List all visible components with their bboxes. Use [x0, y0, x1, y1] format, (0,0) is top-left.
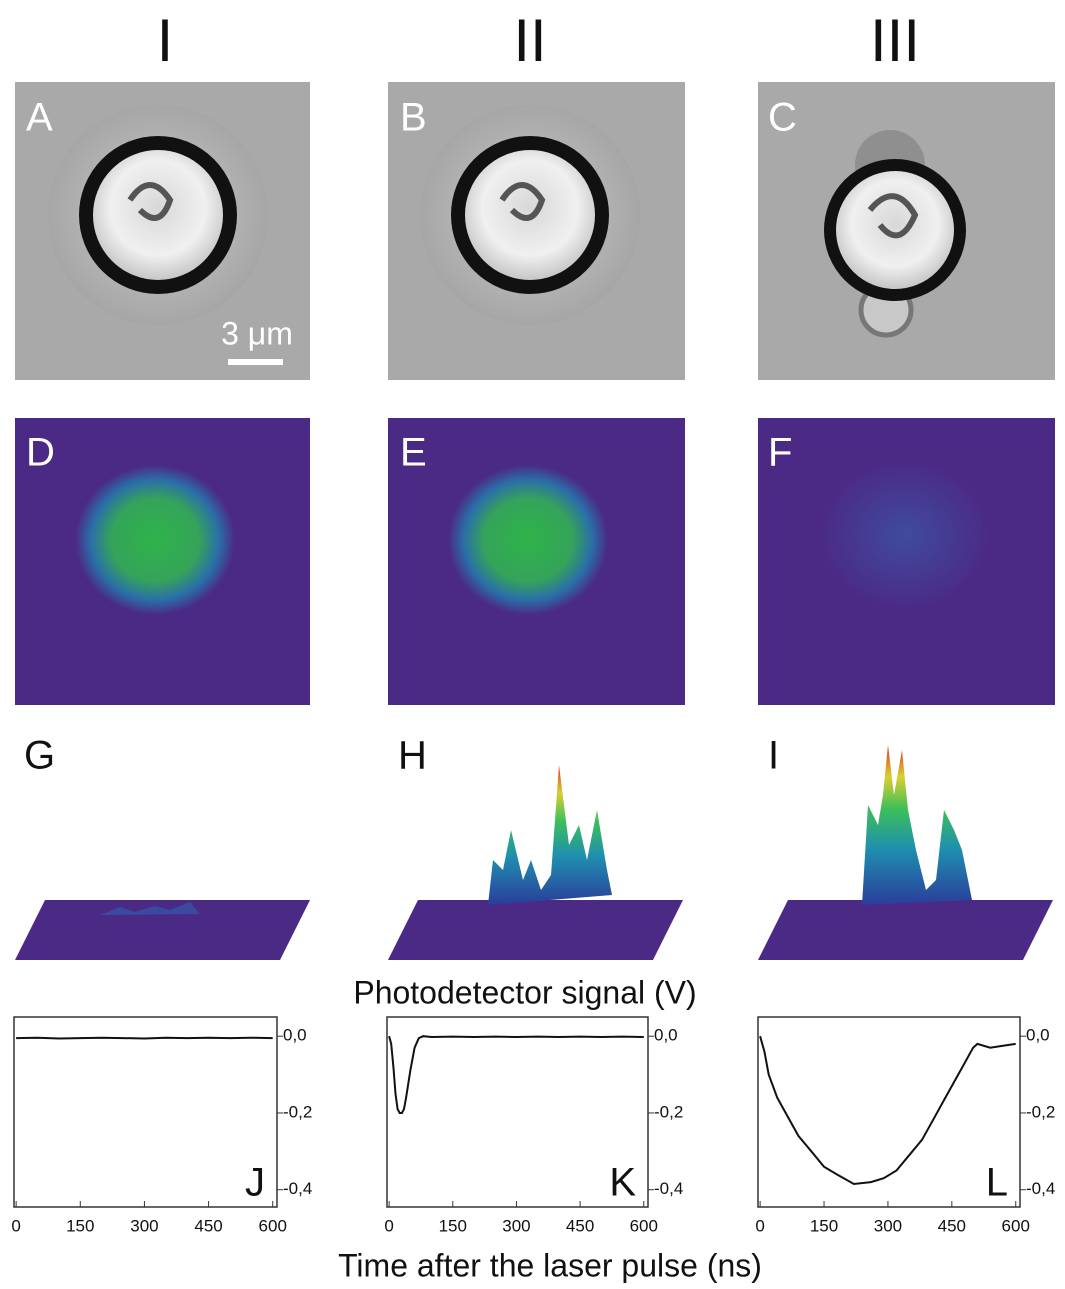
plot-frame: [14, 1017, 277, 1207]
maps: D E F: [15, 418, 1055, 705]
panel-label: H: [398, 734, 427, 778]
surface-peaks: [488, 765, 612, 905]
figure: I II III 3 μm A B C D E F: [0, 0, 1065, 1289]
y-tick-label: -0,4: [283, 1179, 312, 1198]
fluorescence: [75, 465, 235, 615]
x-axis-label: Time after the laser pulse (ns): [338, 1247, 762, 1283]
x-tick-label: 150: [66, 1216, 94, 1235]
micrographs: 3 μm A B C: [15, 82, 1055, 380]
panel-label: J: [245, 1161, 265, 1205]
panel-label: B: [400, 96, 427, 140]
x-tick-label: 300: [130, 1216, 158, 1235]
fluorescence: [820, 460, 990, 610]
y-tick-label: -0,2: [283, 1102, 312, 1121]
y-tick-label: 0,0: [1026, 1026, 1050, 1045]
panel-label: C: [768, 96, 797, 140]
cell: [830, 165, 960, 295]
panel-label: L: [986, 1161, 1008, 1205]
panel-label: D: [26, 431, 55, 475]
x-tick-label: 0: [384, 1216, 393, 1235]
y-tick-label: -0,4: [1026, 1179, 1055, 1198]
charts: 0 150 300 450 600 0,0 -0,2 -0,4 J 0 150 300 450 600 0,…: [11, 1017, 1055, 1235]
x-tick-label: 0: [755, 1216, 764, 1235]
y-tick-label: -0,2: [1026, 1102, 1055, 1121]
y-tick-label: -0,4: [654, 1179, 683, 1198]
x-tick-label: 300: [502, 1216, 530, 1235]
column-headers: I II III: [157, 7, 920, 74]
x-tick-label: 600: [259, 1216, 287, 1235]
scale-label: 3 μm: [221, 315, 293, 351]
x-tick-label: 150: [810, 1216, 838, 1235]
x-tick-label: 450: [566, 1216, 594, 1235]
x-tick-label: 450: [194, 1216, 222, 1235]
x-tick-label: 600: [630, 1216, 658, 1235]
column-header: II: [513, 7, 546, 74]
panel-label: E: [400, 431, 427, 475]
x-tick-label: 600: [1002, 1216, 1030, 1235]
x-tick-label: 300: [874, 1216, 902, 1235]
x-tick-label: 0: [11, 1216, 20, 1235]
column-header: I: [157, 7, 174, 74]
surface: [758, 900, 1053, 960]
y-tick-label: 0,0: [283, 1026, 307, 1045]
x-tick-label: 450: [938, 1216, 966, 1235]
panel-label: I: [768, 734, 779, 778]
y-axis-label: Photodetector signal (V): [353, 974, 696, 1010]
surfaces: G H I: [15, 734, 1053, 960]
fluorescence: [448, 465, 608, 615]
surface: [388, 900, 683, 960]
panel-label: A: [26, 96, 53, 140]
x-tick-label: 150: [439, 1216, 467, 1235]
surface-peaks: [862, 745, 972, 905]
column-header: III: [870, 7, 920, 74]
panel-label: K: [609, 1161, 636, 1205]
panel-label: G: [24, 734, 55, 778]
line: [16, 1038, 273, 1039]
panel-label: F: [768, 431, 792, 475]
y-tick-label: 0,0: [654, 1026, 678, 1045]
y-tick-label: -0,2: [654, 1102, 683, 1121]
